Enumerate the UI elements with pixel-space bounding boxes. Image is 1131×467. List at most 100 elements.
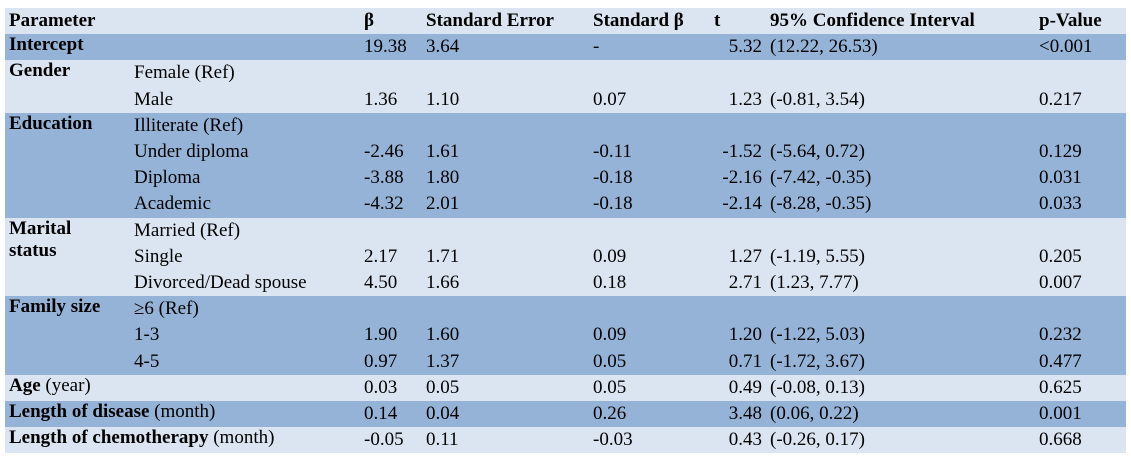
value-cell: 1.61 (422, 138, 589, 166)
value-cell: 0.05 (422, 374, 589, 401)
group-cell: Family size (5, 296, 130, 375)
value-cell: 0.668 (1035, 427, 1126, 454)
value-cell: (12.22, 26.53) (766, 34, 1035, 61)
value-cell: 0.14 (360, 400, 422, 427)
value-cell (1035, 60, 1126, 87)
value-cell: 4.50 (360, 269, 422, 297)
value-cell: 0.07 (589, 86, 710, 113)
value-cell (766, 112, 1035, 139)
level-cell: ≥6 (Ref) (130, 296, 360, 323)
value-cell (360, 60, 422, 87)
value-cell (422, 112, 589, 139)
value-cell: 0.05 (589, 374, 710, 401)
group-cell: Length of disease (month) (5, 400, 360, 427)
value-cell: 1.23 (710, 86, 766, 113)
value-cell (589, 217, 710, 244)
value-cell: 0.97 (360, 348, 422, 375)
value-cell (360, 217, 422, 244)
value-cell: 2.17 (360, 243, 422, 270)
value-cell (589, 296, 710, 323)
level-cell: Illiterate (Ref) (130, 112, 360, 139)
value-cell: (-0.81, 3.54) (766, 86, 1035, 113)
value-cell (422, 217, 589, 244)
value-cell: 2.01 (422, 191, 589, 218)
table-row: 4-5 0.97 1.37 0.05 0.71 (-1.72, 3.67) 0.477 (5, 348, 1126, 375)
value-cell (1035, 217, 1126, 244)
value-cell: 5.32 (710, 34, 766, 61)
value-cell: 1.10 (422, 86, 589, 113)
value-cell: 0.031 (1035, 165, 1126, 192)
value-cell: 3.64 (422, 34, 589, 61)
value-cell: 1.36 (360, 86, 422, 113)
value-cell (589, 112, 710, 139)
value-cell (710, 296, 766, 323)
value-cell: 1.90 (360, 322, 422, 349)
value-cell: 0.09 (589, 322, 710, 349)
header-cell: 95% Confidence Interval (766, 8, 1035, 35)
table-row: Education Illiterate (Ref) (5, 112, 1126, 218)
value-cell (710, 217, 766, 244)
value-cell: 0.05 (589, 348, 710, 375)
table-row: Diploma -3.88 1.80 -0.18 -2.16 (-7.42, -0.35)… (5, 165, 1126, 192)
level-cell: Divorced/Dead spouse (130, 269, 360, 297)
group-name: Marital status (9, 217, 72, 261)
header-cell: p-Value (1035, 8, 1126, 35)
value-cell: (-1.72, 3.67) (766, 348, 1035, 375)
value-cell: (-7.42, -0.35) (766, 165, 1035, 192)
value-cell: -0.05 (360, 427, 422, 454)
value-cell: 0.477 (1035, 348, 1126, 375)
value-cell: 0.625 (1035, 374, 1126, 401)
value-cell (1035, 112, 1126, 139)
value-cell (360, 112, 422, 139)
value-cell: 1.80 (422, 165, 589, 192)
level-cell: Male (130, 86, 360, 113)
level-cell: 4-5 (130, 348, 360, 375)
header-cell: Parameter (5, 8, 360, 35)
group-cell: Intercept (5, 34, 360, 61)
value-cell: (-1.22, 5.03) (766, 322, 1035, 349)
value-cell: -0.18 (589, 165, 710, 192)
group-unit: (month) (213, 427, 275, 448)
table-row: Single 2.17 1.71 0.09 1.27 (-1.19, 5.55) 0.205 (5, 243, 1126, 270)
value-cell: 0.18 (589, 269, 710, 297)
value-cell: <0.001 (1035, 34, 1126, 61)
value-cell: -1.52 (710, 138, 766, 166)
table-row: Marital status Married (Ref) (5, 217, 1126, 297)
value-cell (360, 296, 422, 323)
value-cell: -4.32 (360, 191, 422, 218)
value-cell: 0.26 (589, 400, 710, 427)
group-cell: Age (year) (5, 374, 360, 401)
group-cell: Gender (5, 60, 130, 113)
table-row: Gender Female (Ref) (5, 60, 1126, 113)
value-cell: 1.20 (710, 322, 766, 349)
group-name: Intercept (9, 34, 84, 56)
value-cell: -2.16 (710, 165, 766, 192)
header-cell: β (360, 8, 422, 35)
table-body: Parameter β Standard Error Standard β t 95% C… (5, 8, 1126, 454)
value-cell (766, 296, 1035, 323)
level-cell: Married (Ref) (130, 217, 360, 244)
value-cell: -2.46 (360, 138, 422, 166)
value-cell (422, 296, 589, 323)
value-cell: 0.217 (1035, 86, 1126, 113)
value-cell (710, 112, 766, 139)
header-cell: t (710, 8, 766, 35)
group-name: Gender (9, 60, 71, 82)
value-cell (422, 60, 589, 87)
header-cell: Standard β (589, 8, 710, 35)
value-cell: 0.129 (1035, 138, 1126, 166)
group-cell: Education (5, 112, 130, 218)
level-cell: Academic (130, 191, 360, 218)
value-cell (766, 60, 1035, 87)
value-cell: 0.007 (1035, 269, 1126, 297)
value-cell: 0.033 (1035, 191, 1126, 218)
value-cell: (1.23, 7.77) (766, 269, 1035, 297)
group-unit: (month) (154, 400, 216, 422)
value-cell: 0.04 (422, 400, 589, 427)
value-cell (710, 60, 766, 87)
level-cell: Female (Ref) (130, 60, 360, 87)
table-row: Family size ≥6 (Ref) (5, 296, 1126, 375)
value-cell: 0.71 (710, 348, 766, 375)
group-name: Education (9, 112, 93, 134)
